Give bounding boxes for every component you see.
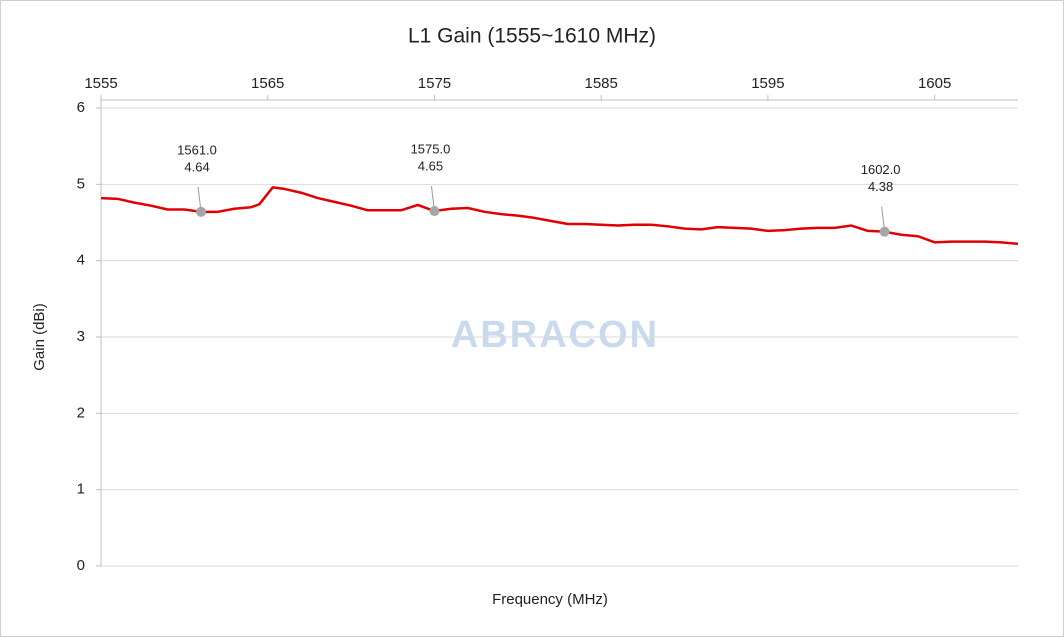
y-tick-label: 0 (77, 557, 85, 574)
annotation-y-label: 4.65 (418, 158, 443, 173)
x-tick-label: 1595 (751, 75, 784, 92)
y-tick-label: 4 (77, 252, 85, 269)
annotation-marker (196, 206, 207, 217)
annotation-y-label: 4.38 (868, 179, 893, 194)
x-tick-label: 1555 (84, 75, 117, 92)
annotation-x-label: 1575.0 (411, 141, 451, 156)
y-tick-label: 2 (77, 404, 85, 421)
x-tick-label: 1575 (418, 75, 451, 92)
annotation-x-label: 1561.0 (177, 142, 217, 157)
y-tick-label: 5 (77, 175, 85, 192)
y-tick-label: 1 (77, 481, 85, 498)
annotation-y-label: 4.64 (184, 159, 209, 174)
annotation-marker (879, 226, 890, 237)
y-tick-label: 6 (77, 99, 85, 116)
x-tick-label: 1585 (584, 75, 617, 92)
y-axis-label: Gain (dBi) (31, 303, 48, 371)
x-tick-label: 1565 (251, 75, 284, 92)
chart-title: L1 Gain (1555~1610 MHz) (408, 25, 656, 48)
data-line (100, 186, 1019, 246)
x-axis-label: Frequency (MHz) (492, 591, 608, 608)
x-tick-label: 1605 (918, 75, 951, 92)
annotation-marker (429, 206, 440, 217)
watermark: ABRACON (451, 314, 659, 356)
y-tick-label: 3 (77, 328, 85, 345)
annotation-x-label: 1602.0 (861, 162, 901, 177)
